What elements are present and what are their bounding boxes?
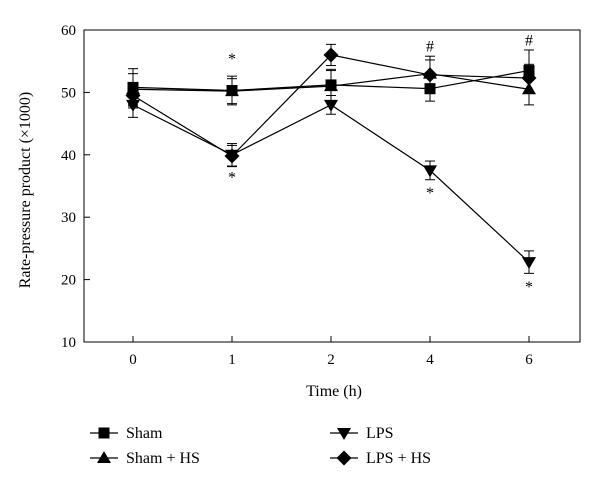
axes: 10 20 30 40 50 60 0 1 2 4 6: [61, 23, 581, 368]
legend-item-lps: LPS: [330, 425, 394, 442]
legend-marker: [97, 451, 111, 463]
data-point: [423, 165, 437, 178]
y-tick-label: 40: [61, 148, 76, 164]
y-tick-label: 30: [61, 210, 76, 226]
data-point: [323, 47, 339, 63]
data-point: [125, 88, 141, 104]
legend-label: LPS + HS: [366, 450, 431, 467]
series-lps-hs: [125, 43, 537, 168]
x-tick-label: 0: [129, 352, 137, 368]
data-point: [422, 67, 438, 83]
significance-mark: *: [426, 185, 434, 202]
x-tick-label: 6: [525, 352, 533, 368]
plot-area: * * # * # *: [125, 32, 537, 296]
legend-item-lps-hs: LPS + HS: [330, 450, 431, 467]
legend-label: LPS: [366, 425, 394, 442]
y-tick-label: 60: [61, 23, 76, 39]
y-tick-label: 20: [61, 273, 76, 289]
data-point: [225, 84, 239, 97]
legend-label: Sham + HS: [126, 450, 200, 467]
significance-mark: #: [426, 39, 434, 56]
x-tick-label: 1: [228, 352, 236, 368]
legend-marker: [98, 427, 110, 439]
legend-marker: [336, 450, 352, 466]
legend-item-sham-hs: Sham + HS: [90, 450, 200, 467]
data-point: [324, 99, 338, 112]
x-axis-label: Time (h): [306, 383, 362, 400]
significance-mark: #: [525, 32, 533, 49]
y-axis-label: Rate-pressure product (×1000): [17, 92, 34, 289]
data-point: [224, 148, 240, 164]
legend-label: Sham: [126, 425, 163, 442]
plot-frame: [83, 29, 581, 343]
significance-mark: *: [525, 279, 533, 296]
legend-marker: [337, 428, 351, 440]
data-point: [324, 79, 338, 92]
x-tick-label: 4: [426, 352, 434, 368]
significance-mark: *: [228, 51, 236, 68]
y-tick-label: 50: [61, 85, 76, 101]
significance-mark: *: [228, 170, 236, 187]
x-tick-label: 2: [327, 352, 335, 368]
data-point: [521, 70, 537, 86]
legend: Sham Sham + HS LPS LPS + HS: [90, 425, 431, 467]
data-point: [522, 257, 536, 270]
legend-item-sham: Sham: [90, 425, 163, 442]
series-line: [132, 104, 530, 263]
y-tick-label: 10: [61, 335, 76, 351]
series-lps: [126, 91, 536, 274]
